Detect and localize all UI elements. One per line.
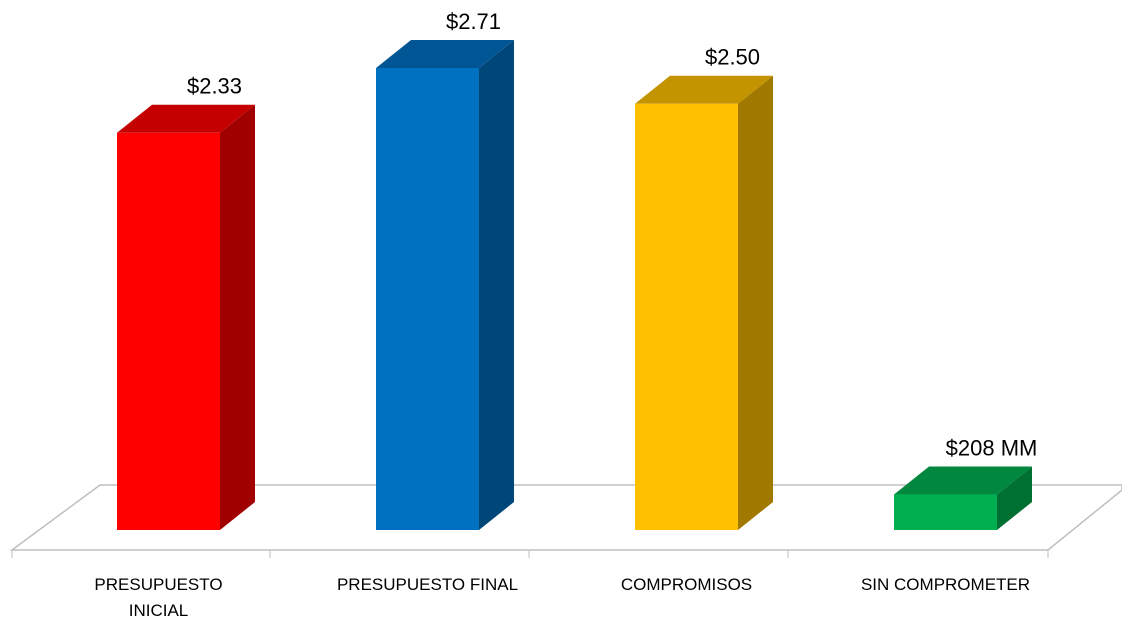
floor [9,484,1122,551]
bar-side [997,466,1032,530]
bar [117,132,220,530]
x-tick-label: PRESUPUESTO FINAL [336,575,519,594]
bar [635,103,738,531]
value-label: $208 MM [946,435,1038,460]
value-label: $2.33 [187,74,242,99]
bar-top [117,104,255,133]
bar [894,494,997,530]
bar [376,68,479,530]
bar-side [479,40,514,530]
bar-side [738,75,773,531]
x-tick-label: SIN COMPROMETER [860,575,1031,594]
value-label: $2.50 [705,45,760,70]
x-tick-label: COMPROMISOS [620,575,753,594]
bar-top [894,466,1032,495]
bar-side [220,104,255,530]
bar-top [376,40,514,68]
x-tick-label: PRESUPUESTO INICIAL [94,575,223,620]
bar-top [635,75,773,104]
value-label: $2.71 [446,9,501,34]
